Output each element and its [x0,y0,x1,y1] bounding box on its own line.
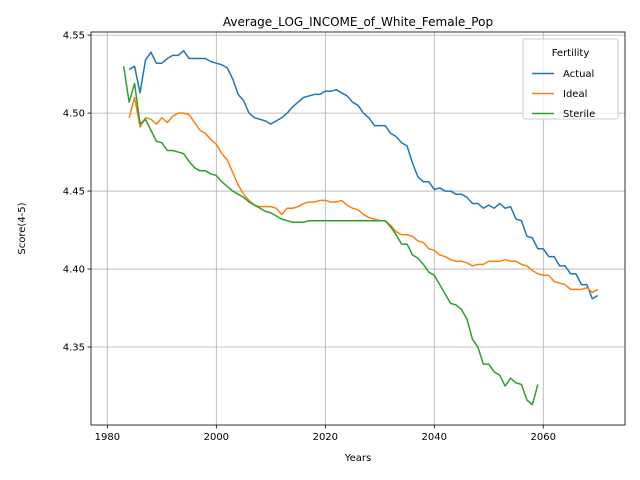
chart-title: Average_LOG_INCOME_of_White_Female_Pop [223,15,493,29]
y-axis-ticks: 4.35 4.40 4.45 4.50 4.55 [63,31,91,354]
series-lines [122,49,599,406]
legend-entries: Actual Ideal Sterile [532,69,595,120]
y-tick-label: 4.50 [63,109,85,120]
series-line-sterile [122,66,539,406]
y-axis-label: Score(4-5) [17,202,28,254]
legend-title: Fertility [552,48,590,59]
x-tick-label: 2060 [531,432,556,443]
x-axis-ticks: 1980 2000 2020 2040 2060 [95,425,556,443]
legend-label-sterile: Sterile [563,109,595,120]
x-tick-label: 2040 [422,432,447,443]
series-line-ideal [128,96,599,294]
y-tick-label: 4.35 [63,343,85,354]
series-line-actual [128,49,599,300]
y-tick-label: 4.40 [63,265,85,276]
x-tick-label: 2000 [204,432,229,443]
legend-box [522,38,619,120]
x-tick-label: 2020 [313,432,338,443]
y-tick-label: 4.45 [63,187,85,198]
y-tick-label: 4.55 [63,31,85,42]
legend-label-actual: Actual [563,69,594,80]
x-axis-label: Years [344,453,371,464]
plot-frame [90,31,626,426]
legend-label-ideal: Ideal [563,89,587,100]
x-tick-label: 1980 [95,432,120,443]
legend: Fertility Actual Ideal Sterile [522,38,619,120]
